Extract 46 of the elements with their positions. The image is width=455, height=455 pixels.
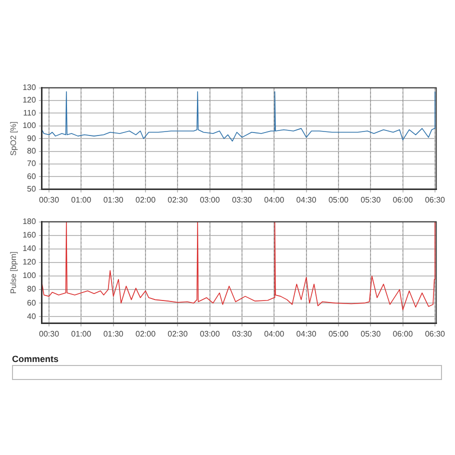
y-tick-label: 50 bbox=[27, 184, 36, 194]
x-tick-label: 03:30 bbox=[232, 195, 253, 204]
x-tick-label: 03:00 bbox=[200, 329, 220, 338]
x-tick-label: 02:30 bbox=[168, 329, 188, 338]
y-tick-label: 70 bbox=[27, 159, 36, 168]
y-axis-title: SpO2 [%] bbox=[9, 121, 18, 156]
y-tick-label: 130 bbox=[22, 83, 36, 92]
y-tick-label: 100 bbox=[22, 271, 36, 280]
x-tick-label: 05:00 bbox=[328, 195, 350, 204]
x-tick-label: 05:30 bbox=[360, 329, 382, 338]
x-tick-label: 00:30 bbox=[39, 329, 60, 338]
x-tick-label: 06:30 bbox=[424, 195, 446, 204]
y-tick-label: 80 bbox=[27, 284, 36, 294]
y-tick-label: 100 bbox=[22, 121, 36, 130]
y-tick-label: 180 bbox=[22, 217, 36, 226]
y-axis-title: Pulse [bpm] bbox=[9, 251, 18, 294]
x-tick-label: 04:00 bbox=[264, 329, 285, 338]
x-tick-label: 01:30 bbox=[103, 329, 124, 338]
y-tick-label: 60 bbox=[27, 172, 36, 181]
x-tick-label: 01:00 bbox=[71, 329, 92, 338]
y-tick-label: 110 bbox=[23, 108, 36, 118]
x-tick-label: 05:00 bbox=[328, 329, 350, 338]
x-tick-label: 01:30 bbox=[103, 195, 124, 204]
x-tick-label: 06:30 bbox=[424, 329, 446, 338]
x-tick-label: 02:00 bbox=[135, 329, 156, 338]
x-tick-label: 04:30 bbox=[296, 329, 317, 338]
x-tick-label: 05:30 bbox=[360, 195, 382, 204]
x-tick-label: 03:30 bbox=[232, 329, 253, 338]
x-tick-label: 01:00 bbox=[71, 195, 92, 204]
x-tick-label: 04:00 bbox=[264, 195, 285, 204]
y-tick-label: 120 bbox=[22, 258, 36, 267]
x-tick-label: 03:00 bbox=[200, 195, 220, 204]
x-tick-label: 02:30 bbox=[168, 195, 188, 204]
y-tick-label: 90 bbox=[27, 134, 36, 143]
y-tick-label: 40 bbox=[27, 312, 36, 321]
y-tick-label: 120 bbox=[22, 96, 36, 105]
x-tick-label: 00:30 bbox=[39, 195, 60, 204]
y-tick-label: 60 bbox=[27, 298, 36, 308]
text: Comments bbox=[12, 354, 60, 364]
x-tick-label: 06:00 bbox=[392, 329, 414, 338]
x-tick-label: 06:00 bbox=[392, 195, 414, 204]
x-tick-label: 02:00 bbox=[135, 195, 156, 204]
y-tick-label: 80 bbox=[27, 146, 36, 156]
x-tick-label: 04:30 bbox=[296, 195, 317, 204]
y-tick-label: 160 bbox=[22, 230, 36, 240]
y-tick-label: 140 bbox=[22, 244, 36, 254]
